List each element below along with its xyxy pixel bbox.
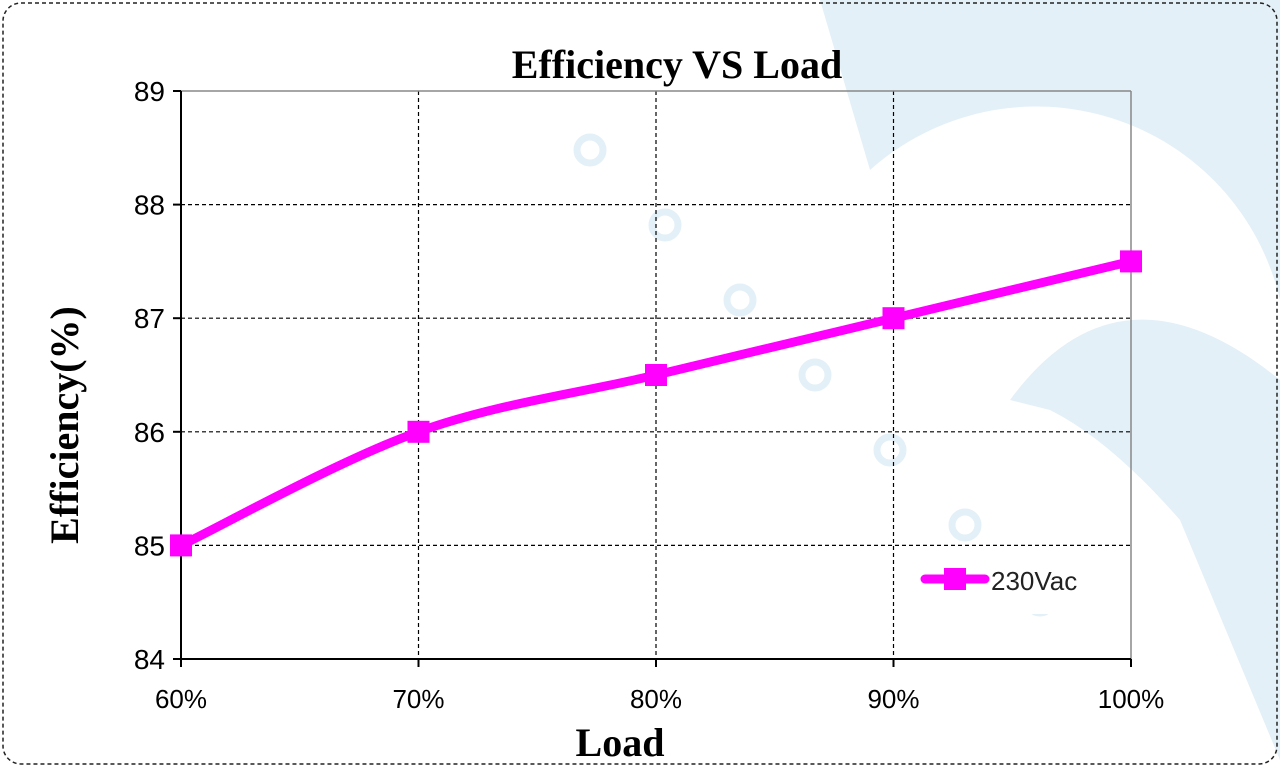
legend: 230Vac xyxy=(908,548,1098,614)
watermark-logo xyxy=(573,0,1280,760)
x-tick-label: 90% xyxy=(867,684,919,714)
data-point-230vac xyxy=(170,534,192,557)
watermark-arc-top xyxy=(820,0,1280,300)
x-axis-title: Load xyxy=(576,720,665,765)
watermark-dot xyxy=(723,283,757,317)
legend-marker-230vac xyxy=(944,568,966,590)
tick-labels: 84 85 86 87 88 89 60% 70% 80% 90% 100% xyxy=(134,76,1164,714)
series-layer xyxy=(170,250,1142,557)
data-point-230vac xyxy=(407,420,430,443)
data-point-230vac xyxy=(882,307,905,330)
watermark-dot xyxy=(798,358,832,392)
y-tick-label: 87 xyxy=(134,303,165,334)
y-tick-label: 84 xyxy=(134,644,165,675)
x-tick-label: 80% xyxy=(630,684,682,714)
data-point-230vac xyxy=(645,364,667,386)
watermark-arc-right xyxy=(1010,319,1280,760)
y-axis-title: Efficiency(%) xyxy=(42,306,87,544)
y-tick-label: 89 xyxy=(134,76,165,107)
watermark-dot xyxy=(873,433,907,467)
legend-label-230vac: 230Vac xyxy=(991,566,1077,596)
data-point-230vac xyxy=(1120,250,1142,273)
x-tick-label: 60% xyxy=(155,684,207,714)
y-tick-label: 88 xyxy=(134,190,165,221)
x-tick-label: 70% xyxy=(392,684,444,714)
y-tick-label: 86 xyxy=(134,417,165,448)
watermark-dot xyxy=(648,208,682,242)
chart-title: Efficiency VS Load xyxy=(512,42,842,87)
x-tick-label: 100% xyxy=(1098,684,1165,714)
y-tick-label: 85 xyxy=(134,530,165,561)
watermark-dot xyxy=(573,133,607,167)
watermark-dot xyxy=(948,508,982,542)
